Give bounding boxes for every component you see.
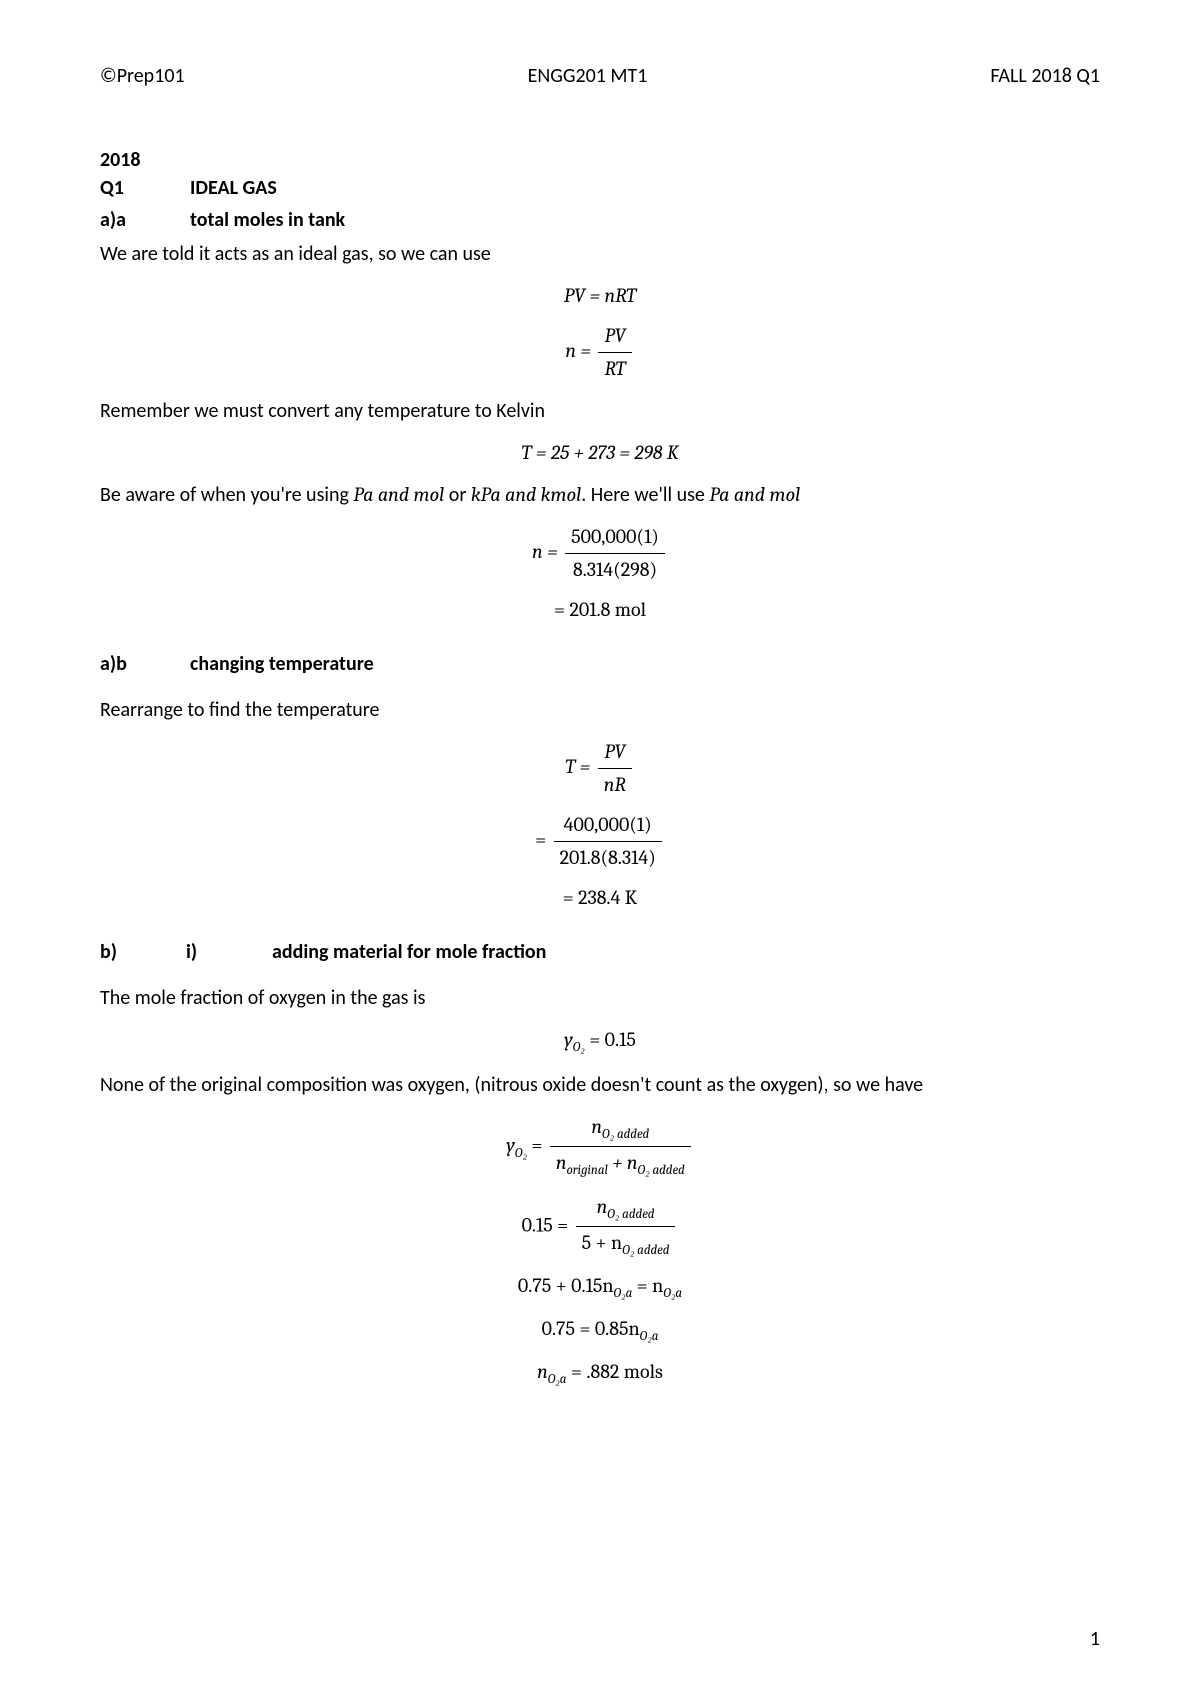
eq-n-lhs: n =: [565, 339, 591, 362]
eq-line3: 0.75 + 0.15nO₂a = nO₂a: [100, 1272, 1100, 1303]
eq-015-num-sub: O₂ added: [607, 1207, 654, 1222]
eq-line4-a: 0.75 = 0.85n: [542, 1317, 640, 1340]
eq-yf-eq: =: [531, 1134, 542, 1157]
units-paragraph: Be aware of when you're using Pa and mol…: [100, 481, 1100, 509]
header-center: ENGG201 MT1: [528, 62, 648, 90]
equation-y-value: yO₂ = 0.15: [100, 1026, 1100, 1057]
eq-line3-sub1: O₂a: [614, 1286, 633, 1301]
equation-T-calc: T = PV nR = 400,000(1) 201.8(8.314) = 23…: [100, 738, 1100, 912]
eq-yf-den-sub2: O₂ added: [638, 1163, 685, 1178]
eq-line5-n: n: [537, 1360, 548, 1383]
eq-n2-res: = 201.8 mol: [554, 598, 646, 621]
eq-n2-den: 8.314(298): [565, 554, 665, 584]
units-m1: Pa and mol: [353, 483, 444, 506]
bi-c1: b): [100, 938, 142, 966]
q1-title: IDEAL GAS: [190, 174, 277, 202]
eq-015-den: 5 + nO₂ added: [576, 1227, 676, 1260]
eq-line4: 0.75 = 0.85nO₂a: [100, 1315, 1100, 1346]
eq-y-sub: O₂: [573, 1040, 585, 1055]
equation-T-kelvin: T = 25 + 273 = 298 K: [100, 439, 1100, 467]
eq-T2-frac: T = PV nR: [100, 738, 1100, 799]
aa-heading: a)a total moles in tank: [100, 206, 1100, 234]
none-paragraph: None of the original composition was oxy…: [100, 1071, 1100, 1099]
intro-paragraph: We are told it acts as an ideal gas, so …: [100, 240, 1100, 268]
eq-yf-den: noriginal + nO₂ added: [550, 1147, 691, 1180]
equation-y-fraction-block: yO₂ = nO₂ added noriginal + nO₂ added 0.…: [100, 1113, 1100, 1389]
eq-line5-rhs: = .882 mols: [567, 1360, 663, 1383]
units-pre: Be aware of when you're using: [100, 483, 353, 507]
eq-015: 0.15 = nO₂ added 5 + nO₂ added: [100, 1193, 1100, 1260]
eq-T3-den: 201.8(8.314): [554, 842, 662, 872]
eq-T2-lhs: T =: [565, 755, 590, 778]
eq-y-y: y: [564, 1028, 573, 1051]
units-m3: Pa and mol: [709, 483, 800, 506]
q1-label: Q1: [100, 174, 142, 202]
equation-n-calc: n = 500,000(1) 8.314(298) = 201.8 mol: [100, 523, 1100, 624]
units-mid: . Here we'll use: [581, 483, 709, 507]
ab-heading: a)b changing temperature: [100, 650, 1100, 678]
eq-yf-ysub: O₂: [515, 1146, 527, 1161]
units-m2: kPa and kmol: [471, 483, 581, 506]
q1-heading: Q1 IDEAL GAS: [100, 174, 1100, 202]
bi-heading: b) i) adding material for mole fraction: [100, 938, 1100, 966]
eq-yf-den-orig: original: [567, 1163, 608, 1178]
eq-yf: yO₂ = nO₂ added noriginal + nO₂ added: [100, 1113, 1100, 1180]
kelvin-paragraph: Remember we must convert any temperature…: [100, 397, 1100, 425]
eq-line3-a: 0.75 + 0.15n: [518, 1274, 614, 1297]
eq-yf-den-plus: + n: [608, 1151, 638, 1174]
eq-T2-num: PV: [598, 738, 632, 769]
rearrange-paragraph: Rearrange to find the temperature: [100, 696, 1100, 724]
bi-c2: i): [186, 938, 228, 966]
eq-T3-num: 400,000(1): [554, 811, 662, 842]
ab-title: changing temperature: [190, 650, 374, 678]
eq-yf-num: nO₂ added: [550, 1113, 691, 1147]
eq-line5-sub: O₂a: [548, 1372, 567, 1387]
eq-T2-fraction: PV nR: [598, 738, 632, 799]
eq-n2-frac: n = 500,000(1) 8.314(298): [100, 523, 1100, 584]
header-right: FALL 2018 Q1: [990, 62, 1100, 90]
eq-n2-fraction: 500,000(1) 8.314(298): [565, 523, 665, 584]
page-header: ©Prep101 ENGG201 MT1 FALL 2018 Q1: [100, 62, 1100, 90]
eq-line5: nO₂a = .882 mols: [100, 1358, 1100, 1389]
aa-label: a)a: [100, 206, 142, 234]
eq-line4-sub: O₂a: [640, 1329, 659, 1344]
eq-T3-fraction: 400,000(1) 201.8(8.314): [554, 811, 662, 872]
eq-015-lhs: 0.15 =: [522, 1213, 569, 1236]
eq-n-num: PV: [598, 322, 631, 353]
eq-line3-b: = n: [632, 1274, 663, 1297]
eq-015-num: nO₂ added: [576, 1193, 676, 1227]
eq-yf-den-n1: n: [556, 1151, 567, 1174]
aa-title: total moles in tank: [190, 206, 345, 234]
eq-yf-y: y: [506, 1134, 515, 1157]
eq-T3-result: = 238.4 K: [100, 884, 1100, 912]
eq-pv: PV = nRT: [100, 282, 1100, 310]
eq-T2-den: nR: [598, 769, 632, 799]
eq-n-frac: n = PV RT: [100, 322, 1100, 383]
eq-T: T = 25 + 273 = 298 K: [100, 439, 1100, 467]
eq-015-fraction: nO₂ added 5 + nO₂ added: [576, 1193, 676, 1260]
bi-title: adding material for mole fraction: [272, 938, 546, 966]
eq-n2-result: = 201.8 mol: [100, 596, 1100, 624]
header-left: ©Prep101: [100, 62, 185, 90]
eq-T3-frac: = 400,000(1) 201.8(8.314): [100, 811, 1100, 872]
units-or: or: [444, 483, 471, 507]
eq-015-den-5: 5 + n: [582, 1231, 623, 1254]
ab-label: a)b: [100, 650, 142, 678]
eq-line3-sub2: O₂a: [663, 1286, 682, 1301]
page-number: 1: [1090, 1625, 1100, 1653]
eq-y-eq: = 0.15: [589, 1028, 636, 1051]
eq-yf-num-n: n: [591, 1115, 602, 1138]
eq-n-den: RT: [598, 353, 631, 383]
eq-n2-lhs: n =: [532, 540, 558, 563]
eq-y-val: yO₂ = 0.15: [100, 1026, 1100, 1057]
eq-yf-fraction: nO₂ added noriginal + nO₂ added: [550, 1113, 691, 1180]
eq-n-fraction: PV RT: [598, 322, 631, 383]
eq-n2-num: 500,000(1): [565, 523, 665, 554]
eq-T3-res: = 238.4 K: [563, 886, 638, 909]
eq-yf-num-sub: O₂ added: [602, 1127, 649, 1142]
year-heading: 2018: [100, 146, 1100, 174]
eq-015-den-sub: O₂ added: [622, 1243, 669, 1258]
molefrac-paragraph: The mole fraction of oxygen in the gas i…: [100, 984, 1100, 1012]
equation-pv-nrt: PV = nRT n = PV RT: [100, 282, 1100, 383]
